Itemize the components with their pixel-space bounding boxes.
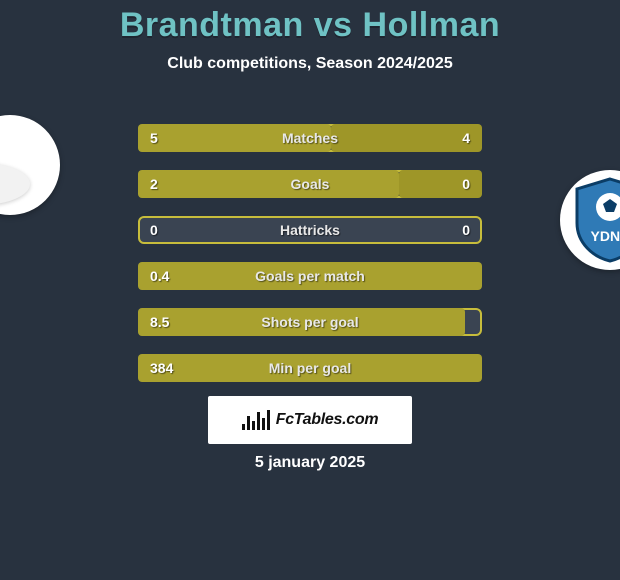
comparison-card: Brandtman vs Hollman Club competitions, … [0,0,620,580]
stat-row: 8.5Shots per goal [138,308,482,336]
stat-row: 0.4Goals per match [138,262,482,290]
title-vs: vs [314,6,353,44]
stat-label: Matches [138,124,482,152]
title-right: Hollman [363,6,501,44]
page-title: Brandtman vs Hollman [0,0,620,45]
stat-label: Min per goal [138,354,482,382]
stat-label: Hattricks [138,216,482,244]
stat-row: 384Min per goal [138,354,482,382]
stat-label: Shots per goal [138,308,482,336]
stat-row: 00Hattricks [138,216,482,244]
source-badge: FcTables.com [208,396,412,444]
bars-icon [242,410,270,430]
club-crest-icon: YDNE [573,177,620,263]
stat-label: Goals per match [138,262,482,290]
stat-row: 20Goals [138,170,482,198]
page-subtitle: Club competitions, Season 2024/2025 [0,55,620,73]
stat-row: 54Matches [138,124,482,152]
player-badge-left [0,115,60,215]
crest-text: YDNE [591,228,620,244]
date-text: 5 january 2025 [0,454,620,472]
stat-label: Goals [138,170,482,198]
player-badge-right: YDNE [560,170,620,270]
ellipse-icon [0,163,30,205]
title-left: Brandtman [120,6,304,44]
stat-rows: 54Matches 20Goals 00Hattricks 0.4Goals per … [138,124,482,400]
source-text: FcTables.com [276,411,379,429]
